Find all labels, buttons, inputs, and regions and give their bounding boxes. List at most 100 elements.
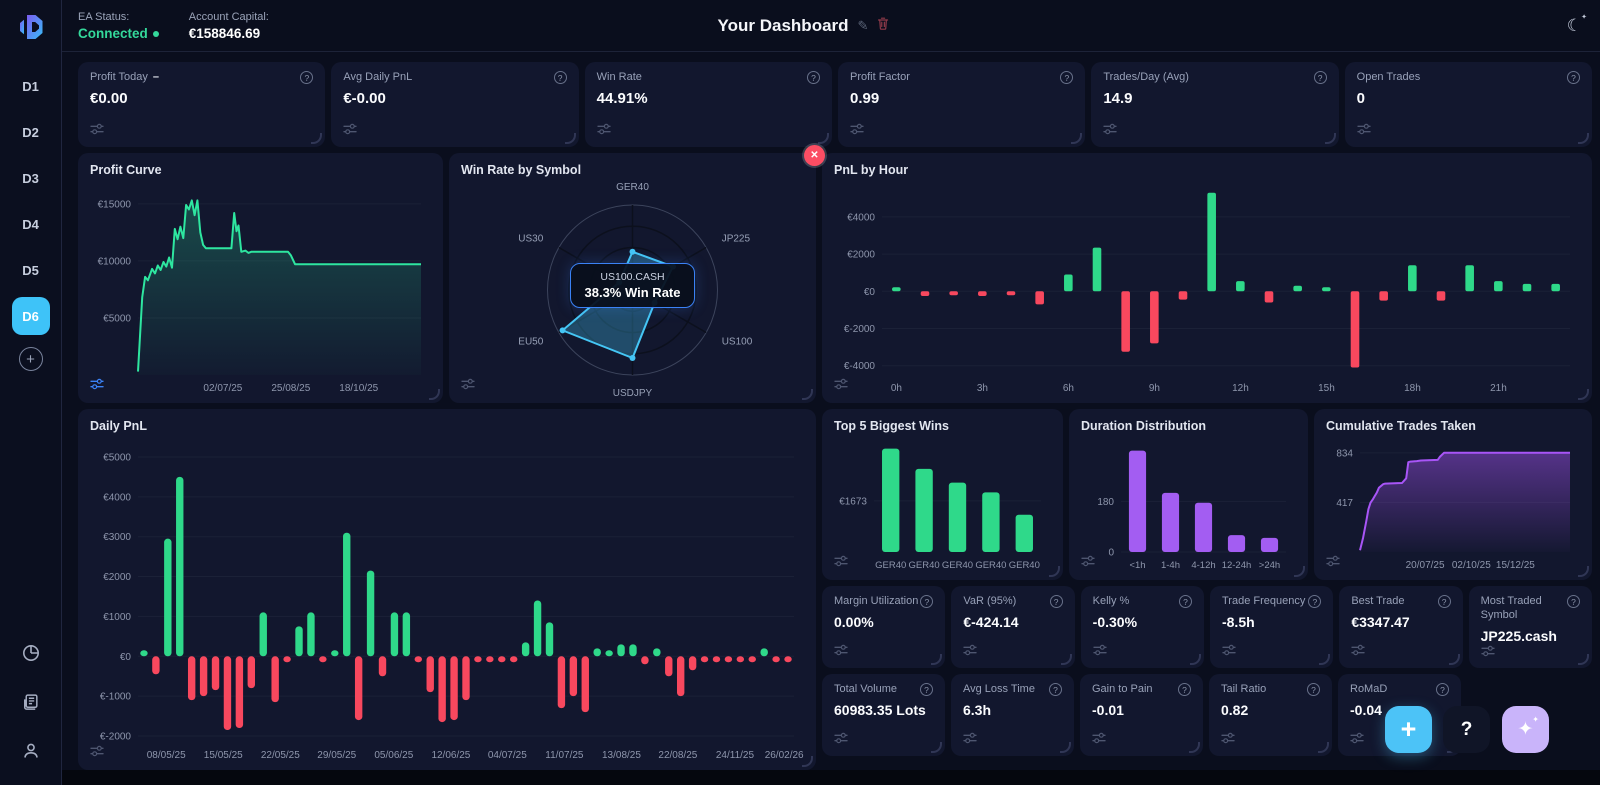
- duration-distribution-card: Duration Distribution 180 0 <1h 1-4h 4-12h 12-…: [1069, 409, 1308, 580]
- sliders-icon[interactable]: [1221, 731, 1320, 749]
- svg-text:€2000: €2000: [103, 572, 131, 583]
- sliders-icon[interactable]: [963, 731, 1062, 749]
- sliders-icon[interactable]: [1093, 643, 1192, 661]
- sidebar-item-d1[interactable]: D1: [22, 78, 39, 94]
- add-dashboard-button[interactable]: +: [18, 347, 43, 371]
- svg-text:€1000: €1000: [103, 612, 131, 623]
- help-icon[interactable]: ?: [1178, 595, 1192, 608]
- sliders-icon[interactable]: [90, 744, 104, 762]
- top-stats-row: Profit Today –? €0.00 Avg Daily PnL? €-0.00 W…: [78, 62, 1592, 147]
- sliders-icon[interactable]: [834, 554, 848, 572]
- svg-text:24/11/25: 24/11/25: [716, 750, 755, 761]
- sidebar-item-d3[interactable]: D3: [22, 170, 39, 186]
- svg-text:12/06/25: 12/06/25: [431, 750, 470, 761]
- edit-title-icon[interactable]: ✎: [857, 17, 869, 33]
- svg-text:€0: €0: [120, 652, 132, 663]
- sliders-icon[interactable]: [90, 377, 104, 395]
- sliders-icon[interactable]: [1480, 644, 1580, 662]
- stat-card-best-trade: Best Trade? €3347.47: [1339, 586, 1463, 668]
- sliders-icon[interactable]: [90, 122, 313, 140]
- svg-text:€-2000: €-2000: [844, 324, 876, 335]
- stat-value: €0.00: [90, 89, 128, 107]
- sidebar-item-d6[interactable]: D6: [11, 297, 50, 335]
- help-icon[interactable]: ?: [1313, 71, 1327, 84]
- stat-label-dash: –: [152, 71, 160, 83]
- help-icon[interactable]: ?: [1049, 595, 1063, 608]
- svg-text:GER40: GER40: [975, 560, 1006, 571]
- sliders-icon[interactable]: [1350, 731, 1449, 749]
- stat-value: €-0.00: [343, 89, 386, 107]
- help-icon[interactable]: ?: [1060, 71, 1074, 84]
- stat-value: €-424.14: [963, 613, 1019, 630]
- sliders-icon[interactable]: [597, 122, 820, 140]
- account-capital-label: Account Capital:: [188, 10, 269, 23]
- sliders-icon[interactable]: [1081, 554, 1095, 572]
- help-icon[interactable]: ?: [1178, 683, 1191, 696]
- stat-card-total-volume: Total Volume? 60983.35 Lots: [822, 674, 945, 756]
- help-button[interactable]: ?: [1443, 706, 1490, 753]
- help-icon[interactable]: ?: [1049, 683, 1062, 696]
- svg-text:JP225: JP225: [722, 234, 751, 245]
- help-icon[interactable]: ?: [300, 71, 314, 84]
- delete-dashboard-icon[interactable]: [877, 17, 889, 35]
- cumulative-trades-taken-chart: 834 417 20/07/25 02/10/25 15/12/25: [1336, 448, 1570, 571]
- sliders-icon[interactable]: [1222, 643, 1321, 661]
- help-icon[interactable]: ?: [1566, 71, 1580, 84]
- sliders-icon[interactable]: [834, 643, 933, 661]
- help-icon[interactable]: ?: [1437, 595, 1451, 608]
- sliders-icon[interactable]: [834, 377, 848, 395]
- stat-value: -0.30%: [1092, 613, 1138, 630]
- status-dot: [152, 30, 159, 37]
- duration-distribution-chart: 180 0 <1h 1-4h 4-12h 12-24h >24h: [1097, 450, 1286, 571]
- pie-chart-icon[interactable]: [22, 644, 40, 667]
- svg-text:15h: 15h: [1318, 383, 1335, 394]
- stat-value: €3347.47: [1351, 613, 1410, 630]
- svg-text:9h: 9h: [1149, 383, 1160, 394]
- stat-label: Gain to Pain: [1092, 683, 1153, 695]
- chart-title: Top 5 Biggest Wins: [834, 419, 949, 433]
- help-icon[interactable]: ?: [920, 595, 934, 608]
- sidebar-item-d4[interactable]: D4: [22, 216, 39, 232]
- add-widget-button[interactable]: +: [1385, 706, 1432, 753]
- help-icon[interactable]: ?: [1566, 595, 1580, 608]
- account-capital-value: €158846.69: [188, 25, 261, 41]
- sliders-icon[interactable]: [963, 643, 1062, 661]
- svg-text:€3000: €3000: [103, 532, 131, 543]
- close-widget-button[interactable]: ✕: [804, 145, 825, 166]
- help-icon[interactable]: ?: [1307, 683, 1320, 696]
- sliders-icon[interactable]: [1326, 554, 1340, 572]
- journal-icon[interactable]: [22, 693, 40, 716]
- stat-label: Most Traded Symbol: [1480, 595, 1542, 621]
- svg-text:22/08/25: 22/08/25: [658, 750, 697, 761]
- svg-text:0: 0: [1108, 548, 1114, 559]
- theme-toggle-moon-icon[interactable]: ☾ ✦: [1566, 13, 1587, 35]
- svg-text:GER40: GER40: [909, 560, 940, 571]
- app-logo-icon[interactable]: [14, 10, 48, 49]
- horizontal-scrollbar[interactable]: [62, 770, 1600, 785]
- svg-text:1-4h: 1-4h: [1161, 560, 1180, 571]
- help-icon[interactable]: ?: [920, 683, 933, 696]
- ai-assistant-button[interactable]: ✦ ✦: [1502, 706, 1549, 753]
- sparkle-small-icon: ✦: [1532, 715, 1539, 724]
- tooltip-symbol: US100.CASH: [600, 271, 665, 283]
- help-icon[interactable]: ?: [553, 71, 567, 84]
- sidebar-item-d2[interactable]: D2: [22, 124, 39, 140]
- stat-card-open-trades: Open Trades? 0: [1344, 62, 1592, 147]
- help-icon[interactable]: ?: [1308, 595, 1322, 608]
- profile-icon[interactable]: [22, 742, 40, 765]
- sidebar-item-d5[interactable]: D5: [22, 262, 39, 278]
- sliders-icon[interactable]: [834, 731, 933, 749]
- sliders-icon[interactable]: [1092, 731, 1191, 749]
- help-icon[interactable]: ?: [806, 71, 820, 84]
- stat-label: Win Rate: [596, 71, 642, 83]
- stat-label: Trade Frequency: [1221, 595, 1306, 607]
- chart-title: Profit Curve: [90, 163, 162, 177]
- help-icon[interactable]: ?: [1436, 683, 1449, 696]
- sliders-icon[interactable]: [1356, 122, 1580, 140]
- sliders-icon[interactable]: [850, 122, 1073, 140]
- sliders-icon[interactable]: [461, 377, 475, 395]
- sliders-icon[interactable]: [1351, 643, 1450, 661]
- sliders-icon[interactable]: [1103, 122, 1326, 140]
- sliders-icon[interactable]: [343, 122, 566, 140]
